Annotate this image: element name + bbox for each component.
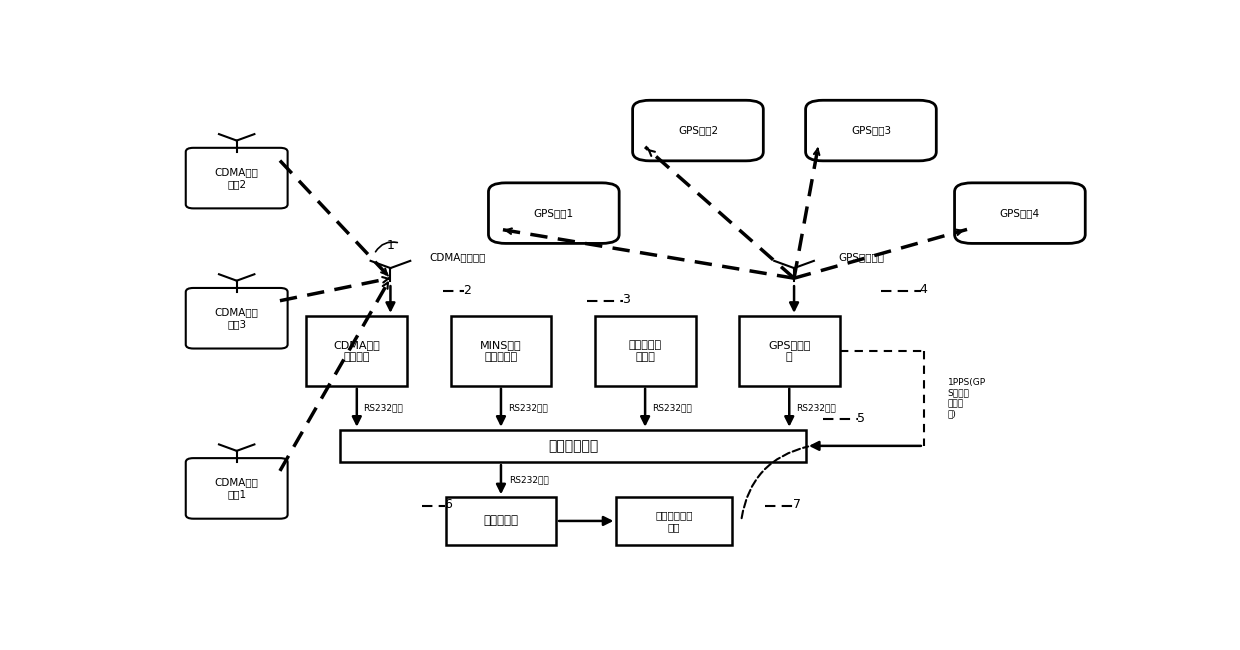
Text: RS232串口: RS232串口 xyxy=(508,475,548,484)
Text: GPS卫星2: GPS卫星2 xyxy=(678,125,718,136)
Text: RS232串口: RS232串口 xyxy=(652,403,692,412)
FancyBboxPatch shape xyxy=(616,497,732,545)
FancyBboxPatch shape xyxy=(450,316,552,386)
Text: 5: 5 xyxy=(857,412,866,425)
Text: 4: 4 xyxy=(920,283,928,296)
Text: 6: 6 xyxy=(444,499,453,512)
Text: MINS微惯
性导航模块: MINS微惯 性导航模块 xyxy=(480,340,522,361)
FancyBboxPatch shape xyxy=(186,148,288,209)
Text: 7: 7 xyxy=(792,499,801,512)
Text: CDMA网络
基站2: CDMA网络 基站2 xyxy=(215,167,259,189)
Text: CDMA网络
基站3: CDMA网络 基站3 xyxy=(215,307,259,329)
FancyBboxPatch shape xyxy=(445,497,557,545)
Text: GPS卫星1: GPS卫星1 xyxy=(533,208,574,218)
FancyBboxPatch shape xyxy=(595,316,696,386)
Text: GPS接收天线: GPS接收天线 xyxy=(838,252,884,262)
Text: RS232串口: RS232串口 xyxy=(363,403,403,412)
Text: 1: 1 xyxy=(387,239,394,252)
Text: CDMA手机
网络模块: CDMA手机 网络模块 xyxy=(334,340,381,361)
Text: GPS卫星4: GPS卫星4 xyxy=(999,208,1040,218)
Text: 3: 3 xyxy=(622,293,630,306)
Text: 导航数据输出
模块: 导航数据输出 模块 xyxy=(655,510,693,532)
FancyBboxPatch shape xyxy=(186,458,288,519)
FancyBboxPatch shape xyxy=(739,316,839,386)
Text: 2: 2 xyxy=(464,284,471,297)
FancyBboxPatch shape xyxy=(306,316,407,386)
FancyBboxPatch shape xyxy=(186,288,288,348)
Text: RS232串口: RS232串口 xyxy=(507,403,547,412)
Text: GPS导航模
块: GPS导航模 块 xyxy=(768,340,811,361)
Text: 导航计算机: 导航计算机 xyxy=(484,514,518,527)
FancyBboxPatch shape xyxy=(489,183,619,243)
FancyBboxPatch shape xyxy=(955,183,1085,243)
Text: 1PPS(GP
S秒脉冲
同步信
号): 1PPS(GP S秒脉冲 同步信 号) xyxy=(947,378,986,419)
FancyBboxPatch shape xyxy=(632,100,764,161)
FancyBboxPatch shape xyxy=(340,430,806,462)
Text: GPS卫星3: GPS卫星3 xyxy=(851,125,892,136)
Text: 时间同步模块: 时间同步模块 xyxy=(548,439,598,453)
Text: RS232串口: RS232串口 xyxy=(796,403,836,412)
Text: 地磁罗盘导
航模块: 地磁罗盘导 航模块 xyxy=(629,340,662,361)
Text: CDMA接收天线: CDMA接收天线 xyxy=(429,252,486,262)
Text: CDMA网络
基站1: CDMA网络 基站1 xyxy=(215,478,259,499)
FancyBboxPatch shape xyxy=(806,100,936,161)
